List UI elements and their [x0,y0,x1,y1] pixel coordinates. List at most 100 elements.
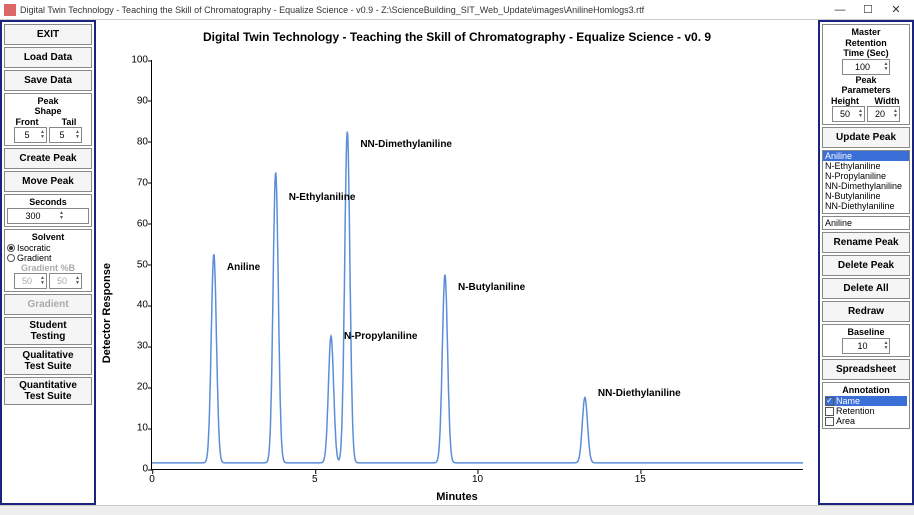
seconds-group: Seconds ▲▼ [4,194,92,227]
peak-label: Aniline [227,262,260,273]
y-tick: 20 [128,382,148,393]
left-panel: EXIT Load Data Save Data Peak Shape Fron… [0,20,96,505]
y-tick: 0 [128,464,148,475]
x-tick: 0 [149,474,155,485]
y-tick: 10 [128,423,148,434]
delete-peak-button[interactable]: Delete Peak [822,255,910,276]
chart-title: Digital Twin Technology - Teaching the S… [96,30,818,44]
x-tick: 5 [312,474,318,485]
height-label: Height [825,96,865,106]
retention-spinner[interactable]: ▲▼ [842,59,891,75]
peak-label: NN-Diethylaniline [598,388,681,399]
master-label: Master [825,27,907,37]
gradient-b1-spinner[interactable]: ▲▼ [14,273,47,289]
gradient-button[interactable]: Gradient [4,294,92,315]
seconds-label: Seconds [7,197,89,207]
peak-shape-label: Peak Shape [7,96,89,116]
maximize-button[interactable]: ☐ [854,3,882,16]
height-spinner[interactable]: ▲▼ [832,106,865,122]
solvent-label: Solvent [7,232,89,242]
move-peak-button[interactable]: Move Peak [4,171,92,192]
isocratic-radio[interactable]: Isocratic [7,243,89,253]
check-retention[interactable]: Retention [825,406,907,416]
gradient-radio[interactable]: Gradient [7,253,89,263]
check-area[interactable]: Area [825,416,907,426]
retention-input[interactable] [843,62,883,72]
list-item[interactable]: N-Butylaniline [823,191,909,201]
x-tick: 10 [472,474,483,485]
baseline-spinner[interactable]: ▲▼ [842,338,891,354]
y-axis-label: Detector Response [101,263,113,363]
tail-input[interactable] [50,130,74,140]
redraw-button[interactable]: Redraw [822,301,910,322]
list-item[interactable]: N-Ethylaniline [823,161,909,171]
baseline-label: Baseline [825,327,907,337]
y-tick: 70 [128,177,148,188]
baseline-group: Baseline ▲▼ [822,324,910,357]
front-spinner[interactable]: ▲▼ [14,127,47,143]
width-label: Width [867,96,907,106]
right-panel: Master Retention Time (Sec) ▲▼ Peak Para… [818,20,914,505]
window-titlebar: Digital Twin Technology - Teaching the S… [0,0,914,20]
seconds-spinner[interactable]: ▲▼ [7,208,89,224]
peak-label: NN-Dimethylaniline [360,139,452,150]
retention-label: Retention Time (Sec) [825,38,907,58]
y-tick: 60 [128,218,148,229]
y-tick: 50 [128,259,148,270]
plot-region: 0102030405060708090100051015AnilineN-Eth… [151,60,803,470]
create-peak-button[interactable]: Create Peak [4,148,92,169]
solvent-group: Solvent Isocratic Gradient Gradient %B ▲… [4,229,92,292]
peak-listbox[interactable]: AnilineN-EthylanilineN-PropylanilineNN-D… [822,150,910,214]
annotation-group: Annotation ✓Name Retention Area [822,382,910,429]
x-axis-label: Minutes [96,491,818,503]
peak-label: N-Propylaniline [344,331,417,342]
gradient-b-label: Gradient %B [7,263,89,273]
status-bar [0,505,914,515]
front-label: Front [7,117,47,127]
window-title: Digital Twin Technology - Teaching the S… [20,5,826,15]
gradient-b2-spinner[interactable]: ▲▼ [49,273,82,289]
app-icon [4,4,16,16]
qualitative-suite-button[interactable]: Qualitative Test Suite [4,347,92,375]
peak-name-input[interactable] [822,216,910,230]
y-tick: 100 [128,55,148,66]
y-tick: 30 [128,341,148,352]
list-item[interactable]: N-Propylaniline [823,171,909,181]
list-item[interactable]: NN-Dimethylaniline [823,181,909,191]
gradient-b1-input[interactable] [15,276,39,286]
save-data-button[interactable]: Save Data [4,70,92,91]
y-tick: 40 [128,300,148,311]
y-tick: 90 [128,95,148,106]
x-tick: 15 [635,474,646,485]
width-input[interactable] [868,109,892,119]
width-spinner[interactable]: ▲▼ [867,106,900,122]
load-data-button[interactable]: Load Data [4,47,92,68]
gradient-b2-input[interactable] [50,276,74,286]
seconds-input[interactable] [8,211,58,221]
delete-all-button[interactable]: Delete All [822,278,910,299]
close-button[interactable]: ✕ [882,3,910,16]
list-item[interactable]: Aniline [823,151,909,161]
spreadsheet-button[interactable]: Spreadsheet [822,359,910,380]
quantitative-suite-button[interactable]: Quantitative Test Suite [4,377,92,405]
chart-area: Digital Twin Technology - Teaching the S… [96,20,818,505]
peak-shape-group: Peak Shape FrontTail ▲▼ ▲▼ [4,93,92,146]
peak-label: N-Butylaniline [458,282,525,293]
tail-spinner[interactable]: ▲▼ [49,127,82,143]
tail-label: Tail [49,117,89,127]
baseline-input[interactable] [843,341,883,351]
update-peak-button[interactable]: Update Peak [822,127,910,148]
master-group: Master Retention Time (Sec) ▲▼ Peak Para… [822,24,910,125]
front-input[interactable] [15,130,39,140]
check-name[interactable]: ✓Name [825,396,907,406]
student-testing-button[interactable]: Student Testing [4,317,92,345]
height-input[interactable] [833,109,857,119]
exit-button[interactable]: EXIT [4,24,92,45]
list-item[interactable]: NN-Diethylaniline [823,201,909,211]
minimize-button[interactable]: — [826,4,854,16]
rename-peak-button[interactable]: Rename Peak [822,232,910,253]
annotation-label: Annotation [825,385,907,395]
peak-label: N-Ethylaniline [289,192,356,203]
peak-params-label: Peak Parameters [825,75,907,95]
y-tick: 80 [128,136,148,147]
